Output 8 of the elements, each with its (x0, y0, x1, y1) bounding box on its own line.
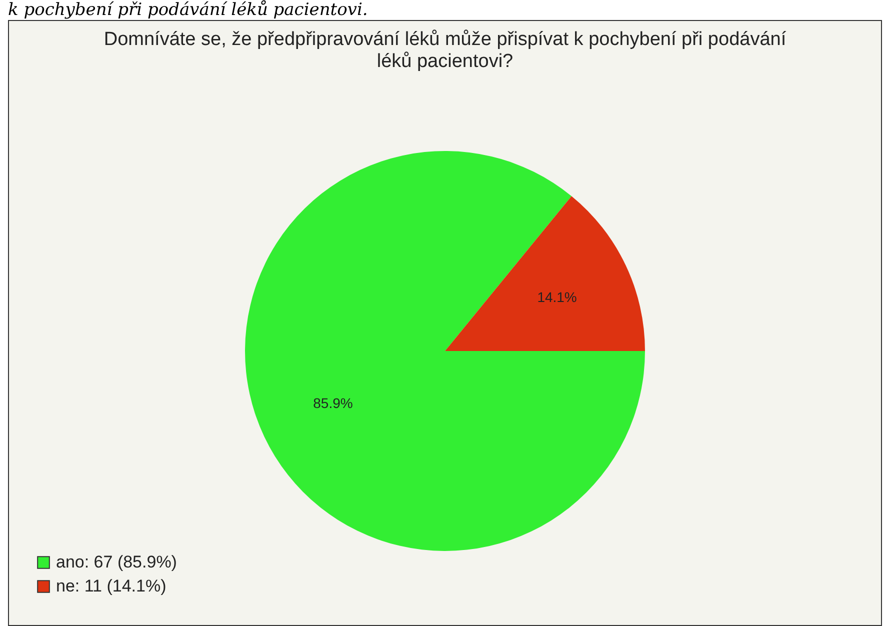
chart-title: Domníváte se, že předpřipravování léků může přispívat k pochybení při podávání léků pacientovi? (102, 29, 788, 73)
data-label: 14.1% (537, 288, 577, 305)
data-label: 85.9% (313, 395, 353, 412)
pie-slice (445, 196, 645, 351)
pie-slice (245, 151, 645, 551)
legend-label: ne: 11 (14.1%) (56, 576, 166, 596)
legend-label: ano: 67 (85.9%) (56, 552, 177, 572)
text: k pochybení při podávání léků pacientovi. (7, 0, 369, 20)
